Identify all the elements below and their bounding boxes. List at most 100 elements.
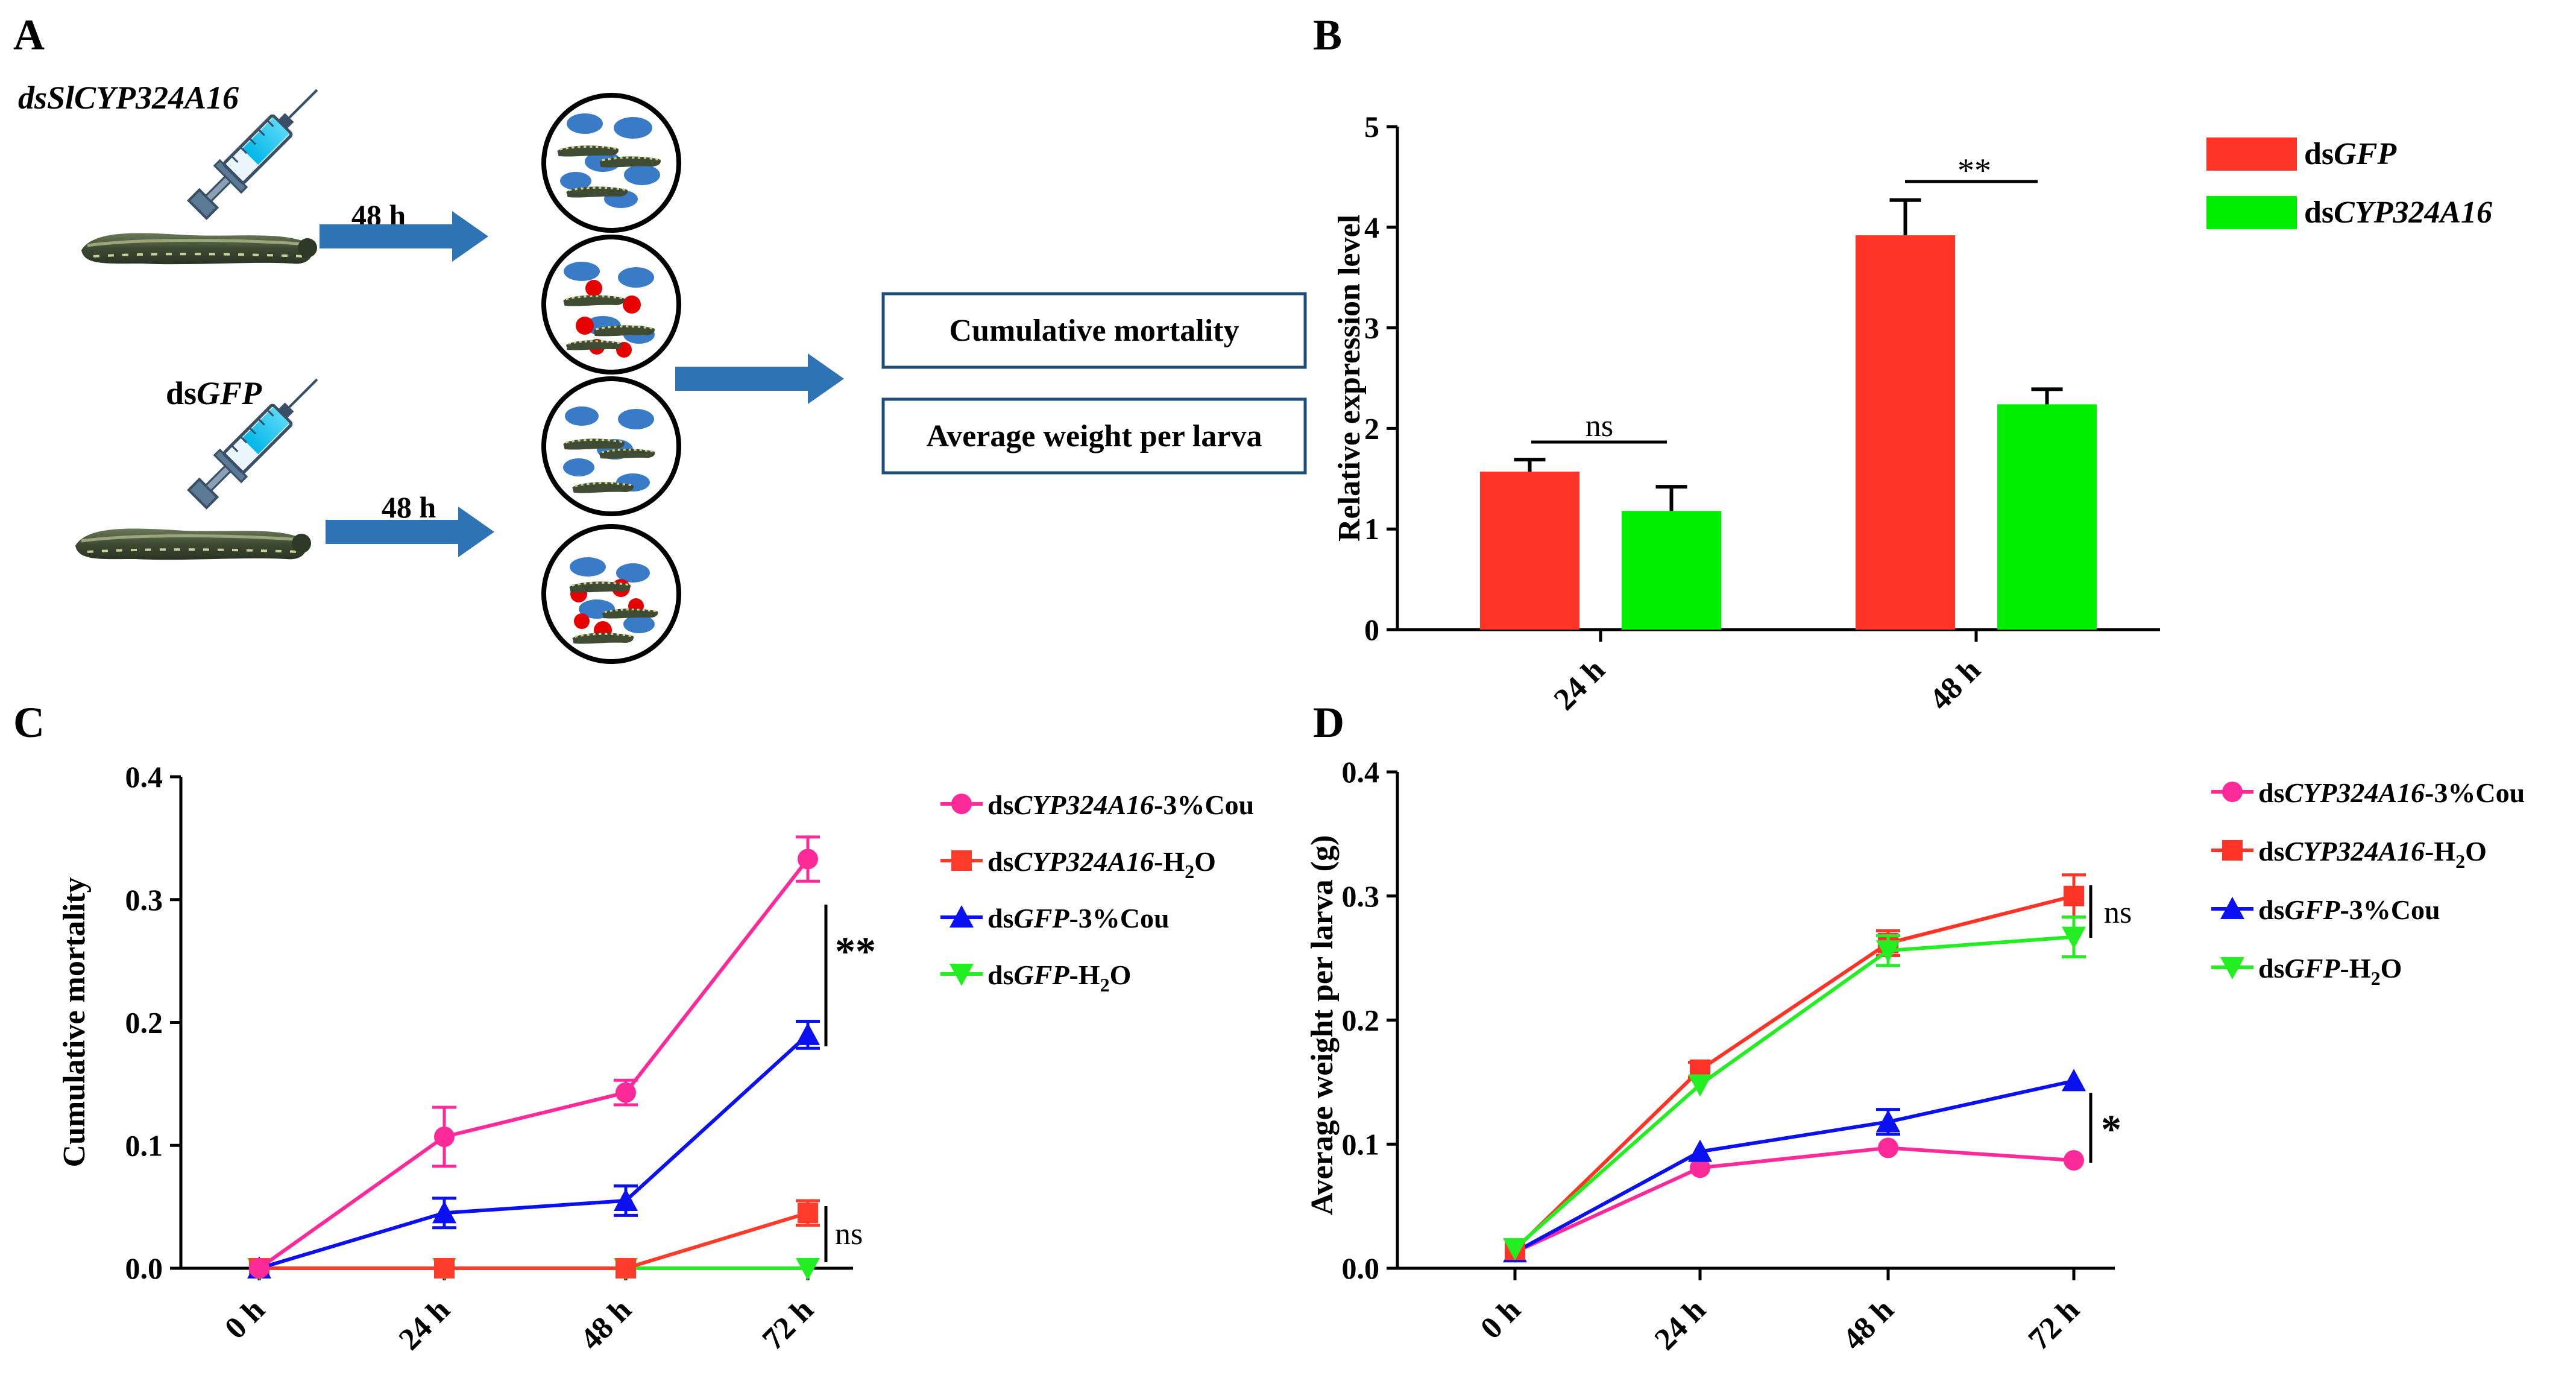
legend-label-dscyp324a16-h2o: dsCYP324A16-H2O	[987, 846, 1216, 882]
time-label-bottom: 48 h	[382, 490, 436, 524]
schematic-panel: dsSlCYP324A16 dsGFP 48 h 48 h	[18, 80, 1307, 664]
legend-label-prefix: ds	[2258, 894, 2284, 925]
legend-label-prefix: ds	[987, 903, 1013, 934]
legend-label-italic: CYP324A16	[1013, 846, 1154, 877]
legend-marker-dsgfp-h2o	[949, 964, 974, 986]
legend-label-prefix: ds	[987, 789, 1013, 820]
cumulative-mortality-box-label: Cumulative mortality	[949, 314, 1239, 348]
point-dscyp324a16-h2o-72-h	[798, 1203, 818, 1224]
y-tick-label: 3	[1364, 311, 1379, 345]
point-dscyp324a16-3-cou-72-h	[2064, 1149, 2084, 1171]
legend-label-suffix: -3%Cou	[1069, 903, 1169, 934]
y-tick-label: 0	[1364, 613, 1379, 646]
point-dscyp324a16-3-cou-24-h	[1690, 1157, 1710, 1178]
y-tick-label: 0.4	[1342, 755, 1380, 789]
weight-line-chart: Average weight per larva (g) 0.0 0.1 0.2 0.…	[1305, 755, 2525, 1357]
point-dscyp324a16-3-cou-48-h	[616, 1082, 636, 1103]
series-line-dscyp324a16-h2o	[259, 1211, 808, 1270]
point-dsgfp-3-cou-48-h	[1876, 1110, 1900, 1133]
point-dsgfp-h2o-0-h	[1503, 1238, 1527, 1261]
x-tick-label: 24 h	[392, 1292, 457, 1357]
x-tick-label: 48 h	[1836, 1292, 1901, 1357]
series-line-dsgfp-h2o	[1514, 935, 2074, 1250]
injection-label-bottom-prefix: ds	[166, 375, 197, 411]
x-tick-label: 0 h	[1474, 1292, 1527, 1345]
point-dscyp324a16-3-cou-24-h	[434, 1126, 455, 1147]
legend-label-suffix: -H	[1069, 959, 1100, 990]
legend-label-italic: GFP	[2284, 894, 2340, 925]
point-dsgfp-3-cou-24-h	[432, 1201, 456, 1224]
y-tick-label: 0.0	[1342, 1251, 1380, 1285]
point-dscyp324a16-3-cou-48-h	[1878, 1137, 1898, 1158]
legend-label-italic: GFP	[1013, 903, 1069, 934]
panel-label-c: C	[13, 698, 45, 747]
legend-label-dscyp: dsCYP324A16	[2304, 195, 2492, 230]
legend-label-prefix: ds	[2258, 777, 2284, 808]
significance-star-72h: **	[835, 928, 876, 974]
legend-label-dsgfp-italic: GFP	[2334, 137, 2397, 171]
x-tick-label: 72 h	[2022, 1292, 2086, 1357]
caterpillar-icon	[75, 528, 311, 560]
y-tick-label: 0.0	[125, 1251, 163, 1285]
legend-label-suffix: -H	[2425, 836, 2455, 867]
series-line-dsgfp-3-cou	[1514, 1079, 2074, 1254]
legend-label-suffix: -H	[2340, 953, 2370, 984]
legend-label-dscyp324a16-3-cou: dsCYP324A16-3%Cou	[987, 789, 1254, 820]
y-tick-label: 0.1	[1342, 1127, 1380, 1161]
average-weight-box-label: Average weight per larva	[927, 419, 1262, 454]
legend-label-dscyp324a16-3-cou: dsCYP324A16-3%Cou	[2258, 777, 2525, 808]
legend-label-dsgfp-prefix: ds	[2304, 137, 2334, 171]
legend-label-prefix: ds	[2258, 953, 2284, 984]
arrow-right-icon	[675, 353, 844, 404]
legend-label-suffix2: O	[1110, 959, 1132, 990]
injection-label-bottom: dsGFP	[166, 375, 262, 411]
series-line-dscyp324a16-3-cou	[258, 858, 810, 1270]
point-dscyp324a16-3-cou-0-h	[249, 1258, 269, 1279]
point-dsgfp-h2o-72-h	[796, 1258, 820, 1280]
series-line-dscyp324a16-3-cou	[1514, 1146, 2074, 1254]
point-dsgfp-3-cou-24-h	[1688, 1139, 1712, 1162]
point-dscyp324a16-h2o-48-h	[616, 1258, 636, 1279]
legend-label-dsgfp-3-cou: dsGFP-3%Cou	[987, 903, 1170, 934]
legend-label-prefix: ds	[987, 959, 1013, 990]
panel-label-b: B	[1313, 11, 1342, 59]
legend-swatch-dsgfp	[2206, 138, 2297, 171]
point-dsgfp-3-cou-72-h	[796, 1022, 820, 1045]
point-dscyp324a16-h2o-72-h	[2064, 885, 2084, 906]
bar-dscyp324a16-24-h	[1622, 511, 1721, 630]
petri-dish-icon	[541, 376, 681, 516]
series-line-dsgfp-3-cou	[259, 1033, 810, 1270]
bar-dscyp324a16-48-h	[1997, 404, 2097, 630]
y-tick-label: 4	[1364, 210, 1379, 244]
y-tick-label: 0.3	[1342, 879, 1380, 913]
point-dsgfp-h2o-24-h	[1688, 1074, 1712, 1097]
y-tick-label: 2	[1364, 411, 1379, 445]
legend-marker-dscyp324a16-h2o	[2222, 840, 2243, 861]
y-tick-label: 1	[1364, 512, 1379, 546]
petri-dish-icon	[541, 524, 681, 664]
point-dsgfp-3-cou-72-h	[2062, 1069, 2086, 1092]
y-tick-label: 0.2	[125, 1006, 163, 1040]
legend-label-italic: CYP324A16	[2284, 777, 2425, 808]
significance-star-72h: *	[2101, 1106, 2121, 1152]
significance-ns-24h: ns	[1586, 409, 1613, 443]
legend-marker-dscyp324a16-h2o	[951, 850, 972, 871]
legend-swatch-dscyp	[2206, 196, 2297, 229]
legend-marker-dsgfp-3-cou	[949, 905, 974, 928]
legend-label-prefix: ds	[987, 846, 1013, 877]
y-axis-label: Cumulative mortality	[57, 877, 92, 1168]
y-axis-label: Average weight per larva (g)	[1305, 835, 1340, 1216]
legend-label-dscyp-italic: CYP324A16	[2334, 195, 2492, 230]
y-tick-label: 0.1	[125, 1128, 163, 1162]
legend-label-italic: GFP	[2284, 953, 2340, 984]
injection-label-top: dsSlCYP324A16	[18, 80, 239, 116]
x-tick-label: 48 h	[1923, 653, 1988, 717]
legend-label-dsgfp-h2o: dsGFP-H2O	[987, 959, 1131, 996]
y-tick-label: 0.4	[125, 760, 163, 794]
x-tick-label: 48 h	[574, 1292, 638, 1357]
arrow-right-icon	[326, 507, 494, 557]
panel-label-a: A	[13, 11, 45, 59]
legend-label-subscript: 2	[2455, 850, 2465, 872]
petri-dish-icon	[541, 235, 681, 375]
legend-label-italic: CYP324A16	[2284, 836, 2425, 867]
